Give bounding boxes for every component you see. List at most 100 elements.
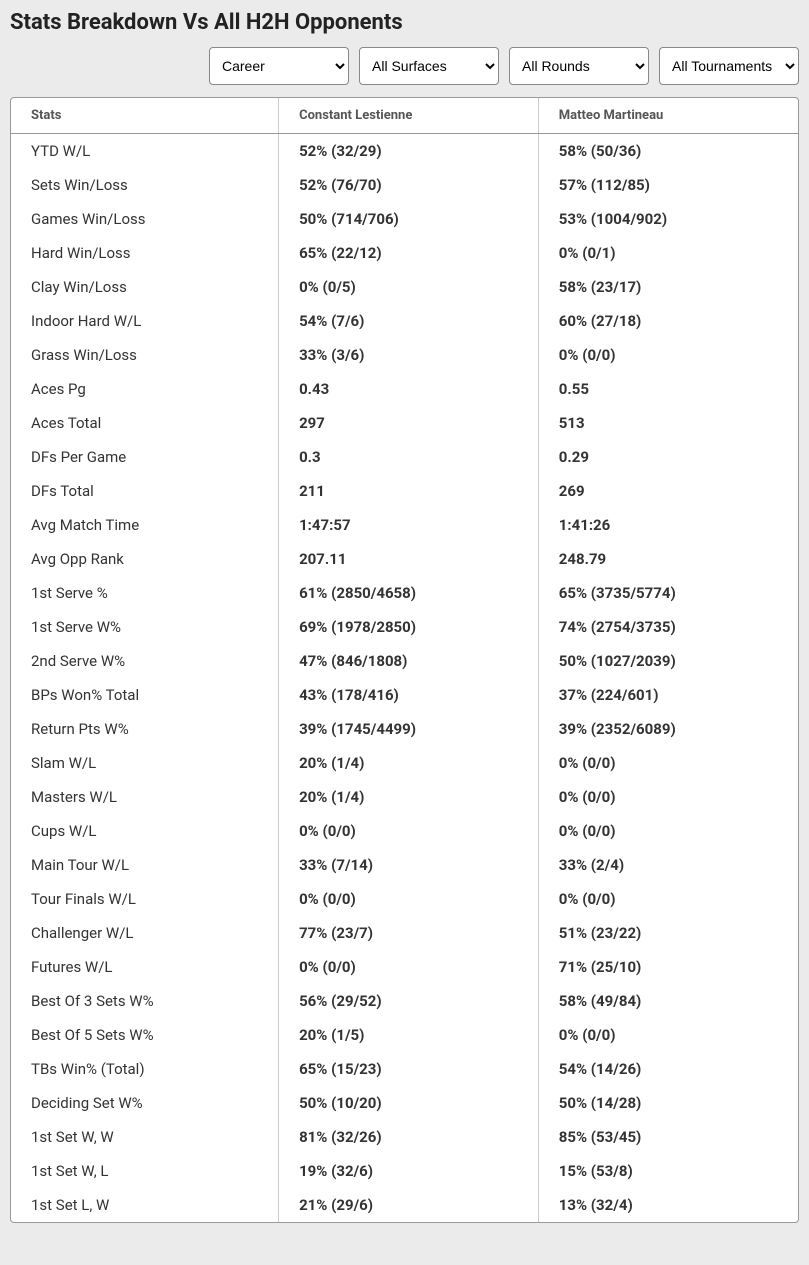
stat-value-p1: 33% (7/14): [279, 848, 539, 882]
stat-label: Best Of 3 Sets W%: [11, 984, 279, 1018]
stat-label: Sets Win/Loss: [11, 168, 279, 202]
stat-label: Deciding Set W%: [11, 1086, 279, 1120]
stat-value-p2: 15% (53/8): [538, 1154, 798, 1188]
stat-value-p2: 37% (224/601): [538, 678, 798, 712]
table-row: Main Tour W/L33% (7/14)33% (2/4): [11, 848, 798, 882]
stat-value-p2: 39% (2352/6089): [538, 712, 798, 746]
stat-value-p2: 0% (0/0): [538, 882, 798, 916]
table-row: Challenger W/L77% (23/7)51% (23/22): [11, 916, 798, 950]
table-row: Aces Total297513: [11, 406, 798, 440]
filter-bar: Career All Surfaces All Rounds All Tourn…: [10, 47, 799, 85]
filter-surface[interactable]: All Surfaces: [359, 47, 499, 85]
stat-value-p1: 52% (76/70): [279, 168, 539, 202]
stat-label: YTD W/L: [11, 134, 279, 169]
table-row: BPs Won% Total43% (178/416)37% (224/601): [11, 678, 798, 712]
stat-value-p1: 77% (23/7): [279, 916, 539, 950]
stat-value-p2: 0% (0/0): [538, 338, 798, 372]
stat-value-p1: 211: [279, 474, 539, 508]
stat-label: DFs Total: [11, 474, 279, 508]
stat-value-p1: 0% (0/0): [279, 814, 539, 848]
stat-value-p1: 52% (32/29): [279, 134, 539, 169]
stat-label: Grass Win/Loss: [11, 338, 279, 372]
stat-value-p2: 74% (2754/3735): [538, 610, 798, 644]
table-row: Cups W/L0% (0/0)0% (0/0): [11, 814, 798, 848]
stat-value-p1: 81% (32/26): [279, 1120, 539, 1154]
stat-label: Best Of 5 Sets W%: [11, 1018, 279, 1052]
stat-label: Challenger W/L: [11, 916, 279, 950]
stat-label: BPs Won% Total: [11, 678, 279, 712]
col-player1: Constant Lestienne: [279, 98, 539, 134]
stat-value-p1: 0% (0/0): [279, 882, 539, 916]
stat-value-p1: 50% (10/20): [279, 1086, 539, 1120]
table-row: Indoor Hard W/L54% (7/6)60% (27/18): [11, 304, 798, 338]
stat-value-p1: 65% (15/23): [279, 1052, 539, 1086]
stat-value-p2: 65% (3735/5774): [538, 576, 798, 610]
stat-label: Futures W/L: [11, 950, 279, 984]
stat-label: Avg Opp Rank: [11, 542, 279, 576]
stat-value-p2: 50% (1027/2039): [538, 644, 798, 678]
stat-label: Avg Match Time: [11, 508, 279, 542]
table-row: 2nd Serve W%47% (846/1808)50% (1027/2039…: [11, 644, 798, 678]
filter-round[interactable]: All Rounds: [509, 47, 649, 85]
stat-label: 1st Serve %: [11, 576, 279, 610]
stat-label: Indoor Hard W/L: [11, 304, 279, 338]
stat-value-p1: 0% (0/0): [279, 950, 539, 984]
stat-value-p1: 33% (3/6): [279, 338, 539, 372]
table-row: 1st Set W, W81% (32/26)85% (53/45): [11, 1120, 798, 1154]
table-row: DFs Total211269: [11, 474, 798, 508]
stat-value-p1: 65% (22/12): [279, 236, 539, 270]
table-row: Deciding Set W%50% (10/20)50% (14/28): [11, 1086, 798, 1120]
stat-value-p2: 50% (14/28): [538, 1086, 798, 1120]
stat-value-p2: 269: [538, 474, 798, 508]
stat-value-p2: 57% (112/85): [538, 168, 798, 202]
stat-label: 1st Set W, L: [11, 1154, 279, 1188]
stat-label: 1st Set W, W: [11, 1120, 279, 1154]
col-player2: Matteo Martineau: [538, 98, 798, 134]
table-row: 1st Set L, W21% (29/6)13% (32/4): [11, 1188, 798, 1222]
stat-value-p1: 0.43: [279, 372, 539, 406]
stat-label: Hard Win/Loss: [11, 236, 279, 270]
stat-value-p2: 248.79: [538, 542, 798, 576]
stat-value-p1: 20% (1/5): [279, 1018, 539, 1052]
stat-label: 2nd Serve W%: [11, 644, 279, 678]
stat-value-p1: 297: [279, 406, 539, 440]
stat-value-p2: 0% (0/0): [538, 780, 798, 814]
stat-value-p2: 71% (25/10): [538, 950, 798, 984]
table-row: Best Of 5 Sets W%20% (1/5)0% (0/0): [11, 1018, 798, 1052]
stat-value-p1: 54% (7/6): [279, 304, 539, 338]
col-stats: Stats: [11, 98, 279, 134]
table-row: Games Win/Loss50% (714/706)53% (1004/902…: [11, 202, 798, 236]
stat-label: 1st Set L, W: [11, 1188, 279, 1222]
stat-label: Cups W/L: [11, 814, 279, 848]
stat-label: Slam W/L: [11, 746, 279, 780]
stat-value-p2: 58% (23/17): [538, 270, 798, 304]
table-header-row: Stats Constant Lestienne Matteo Martinea…: [11, 98, 798, 134]
stat-label: Tour Finals W/L: [11, 882, 279, 916]
stat-label: Aces Total: [11, 406, 279, 440]
stat-value-p1: 43% (178/416): [279, 678, 539, 712]
stat-value-p1: 47% (846/1808): [279, 644, 539, 678]
table-row: Tour Finals W/L0% (0/0)0% (0/0): [11, 882, 798, 916]
stat-value-p1: 1:47:57: [279, 508, 539, 542]
table-row: Sets Win/Loss52% (76/70)57% (112/85): [11, 168, 798, 202]
table-row: 1st Serve %61% (2850/4658)65% (3735/5774…: [11, 576, 798, 610]
stat-value-p1: 21% (29/6): [279, 1188, 539, 1222]
table-row: Avg Match Time1:47:571:41:26: [11, 508, 798, 542]
table-row: Return Pts W%39% (1745/4499)39% (2352/60…: [11, 712, 798, 746]
table-row: Masters W/L20% (1/4)0% (0/0): [11, 780, 798, 814]
table-row: Futures W/L0% (0/0)71% (25/10): [11, 950, 798, 984]
stat-value-p1: 61% (2850/4658): [279, 576, 539, 610]
stat-label: Games Win/Loss: [11, 202, 279, 236]
stat-label: 1st Serve W%: [11, 610, 279, 644]
stat-value-p2: 51% (23/22): [538, 916, 798, 950]
stat-label: TBs Win% (Total): [11, 1052, 279, 1086]
stat-value-p2: 0.29: [538, 440, 798, 474]
stat-value-p1: 56% (29/52): [279, 984, 539, 1018]
filter-tournament[interactable]: All Tournaments: [659, 47, 799, 85]
stat-label: Aces Pg: [11, 372, 279, 406]
stats-table-container: Stats Constant Lestienne Matteo Martinea…: [10, 97, 799, 1223]
stat-value-p1: 207.11: [279, 542, 539, 576]
stat-value-p1: 0.3: [279, 440, 539, 474]
filter-period[interactable]: Career: [209, 47, 349, 85]
stat-value-p2: 60% (27/18): [538, 304, 798, 338]
